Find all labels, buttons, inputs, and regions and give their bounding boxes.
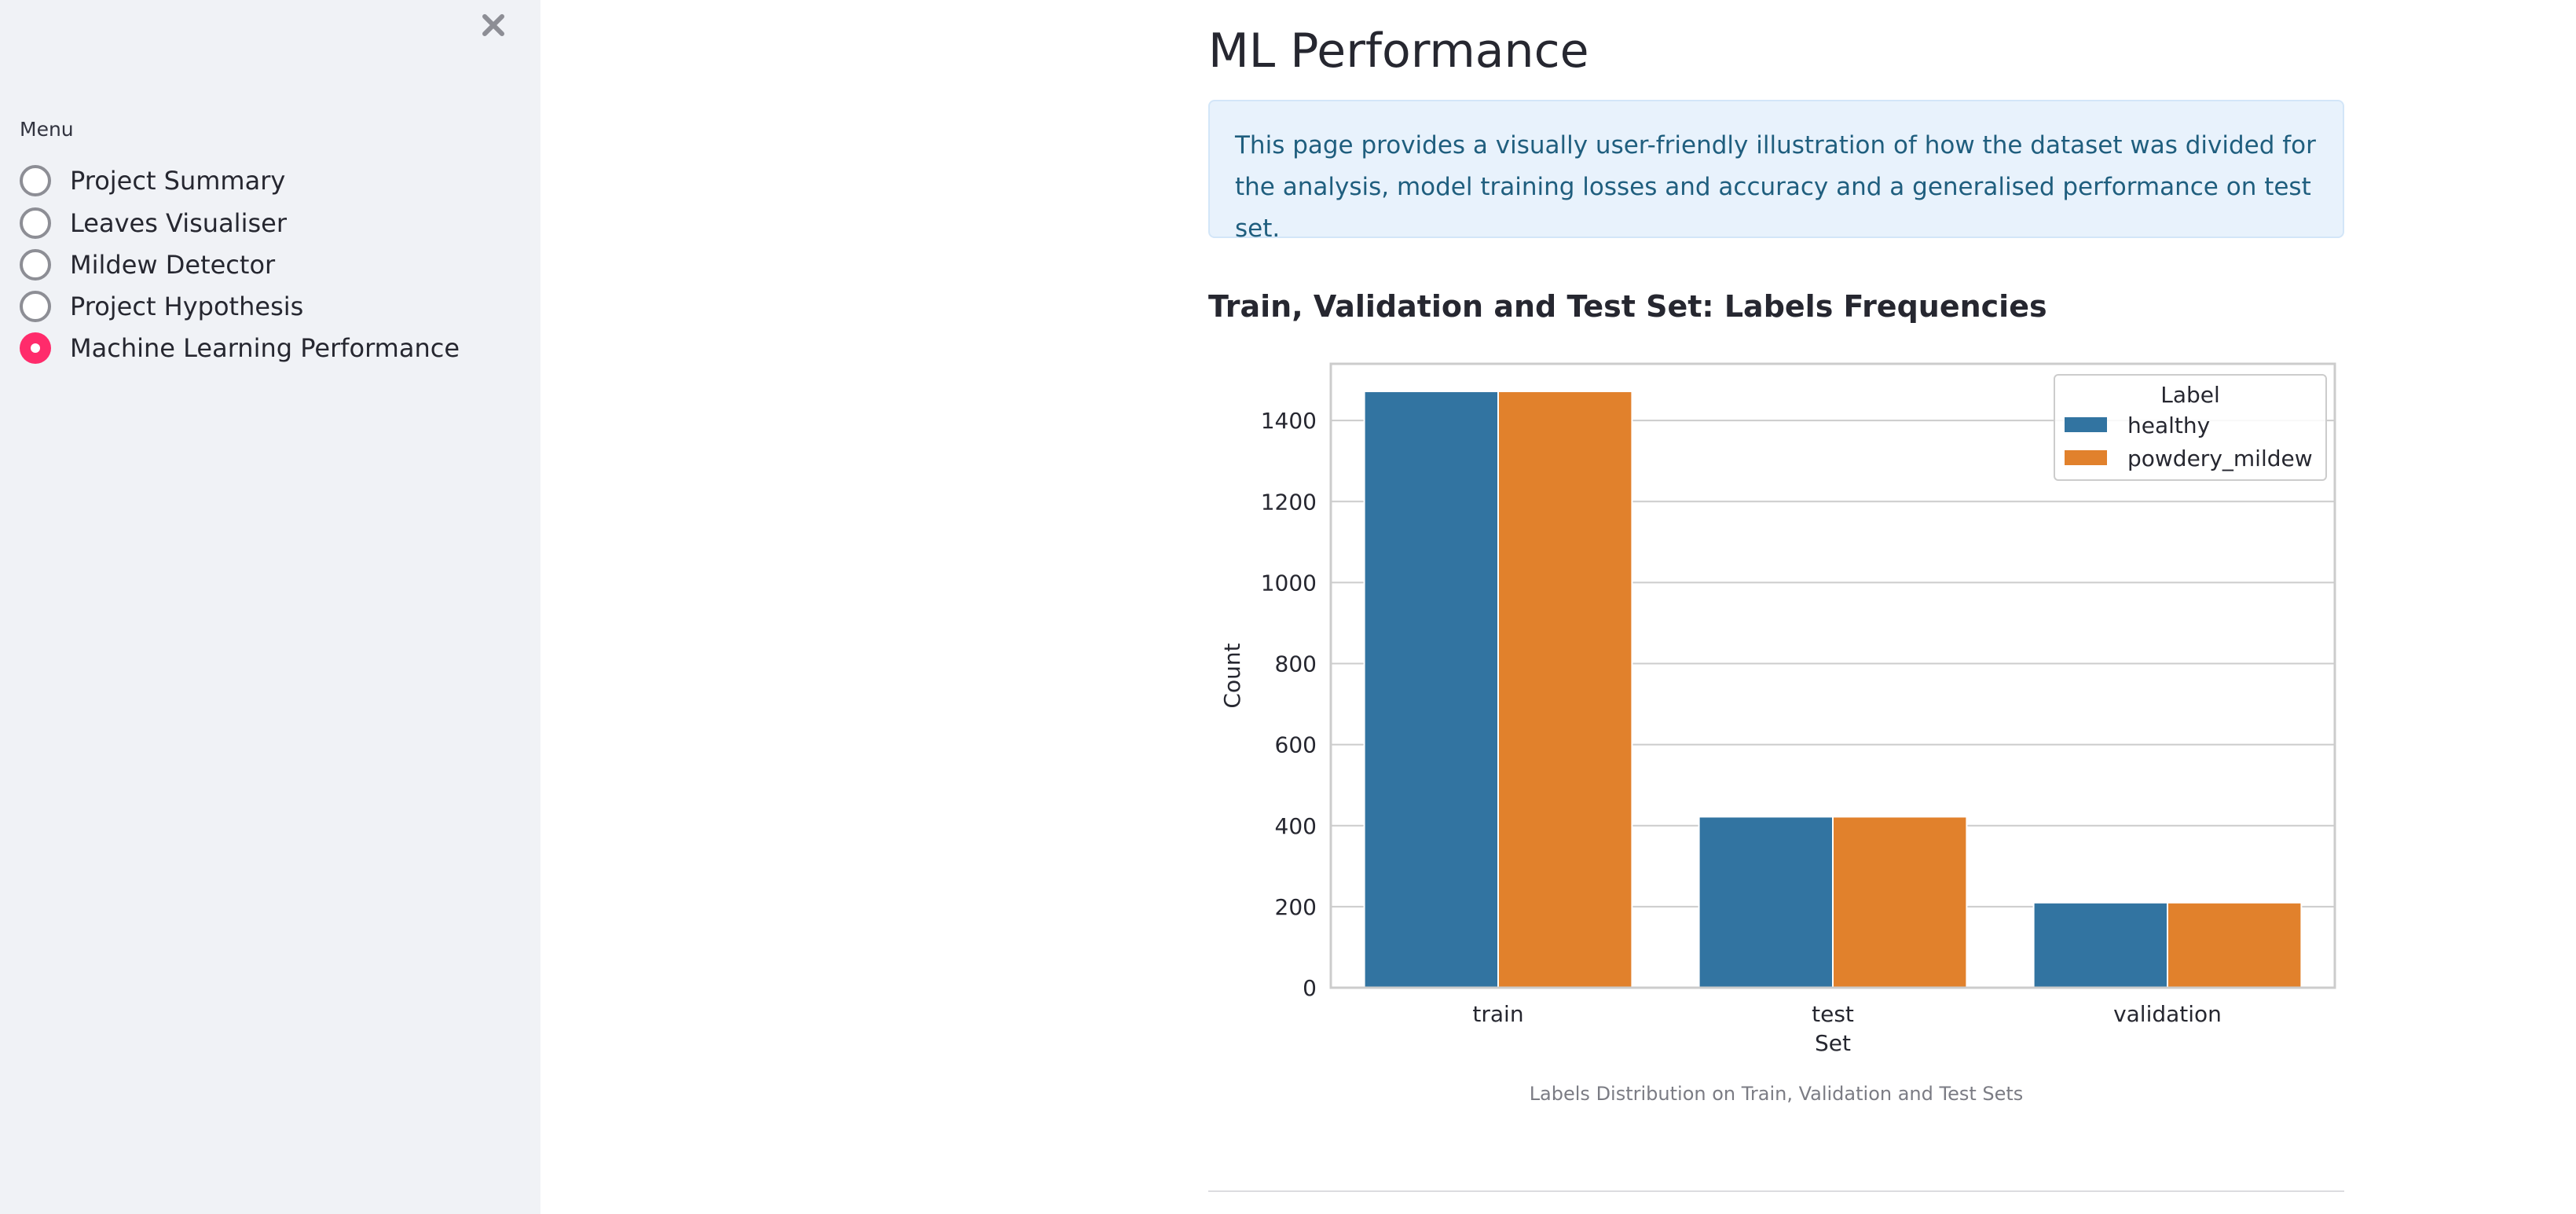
sidebar-item-label: Machine Learning Performance	[70, 333, 460, 363]
y-tick-label: 200	[1275, 894, 1317, 920]
main-content: ML Performance This page provides a visu…	[1208, 0, 2344, 1214]
x-axis-label: Set	[1815, 1030, 1851, 1056]
y-axis-label: Count	[1219, 643, 1245, 708]
sidebar: Menu Project Summary Leaves Visualiser M…	[0, 0, 540, 1214]
sidebar-item-project-hypothesis[interactable]: Project Hypothesis	[20, 288, 303, 325]
section-heading: Train, Validation and Test Set: Labels F…	[1208, 289, 2047, 324]
radio-button-icon[interactable]	[20, 291, 51, 322]
menu-label: Menu	[20, 118, 74, 141]
y-tick-label: 1000	[1261, 570, 1317, 596]
sidebar-item-label: Project Hypothesis	[70, 292, 304, 321]
y-tick-label: 0	[1303, 975, 1317, 1001]
legend-swatch-powdery-mildew	[2065, 450, 2107, 465]
bar-train-healthy	[1363, 391, 1499, 988]
bar-test-healthy	[1698, 816, 1834, 989]
labels-frequency-bar-chart: 0 200 400 600 800 1000 1200 1400 train test valid…	[1219, 362, 2336, 1056]
radio-dot-icon	[31, 343, 40, 353]
sidebar-item-machine-learning-performance[interactable]: Machine Learning Performance	[20, 330, 460, 366]
radio-button-icon[interactable]	[20, 249, 51, 281]
section-divider	[1208, 1190, 2344, 1192]
chart-legend: Label healthy powdery_mildew	[2054, 374, 2327, 481]
y-tick-label: 800	[1275, 651, 1317, 677]
plot-frame	[1329, 362, 2336, 989]
radio-button-selected-icon[interactable]	[20, 332, 51, 364]
x-tick-label: validation	[2113, 1001, 2222, 1027]
sidebar-item-label: Mildew Detector	[70, 250, 276, 280]
y-tick-label: 1400	[1261, 408, 1317, 434]
x-tick-label: train	[1472, 1001, 1523, 1027]
bar-train-powdery-mildew	[1497, 391, 1633, 988]
y-tick-label: 1200	[1261, 489, 1317, 515]
chart-caption: Labels Distribution on Train, Validation…	[1529, 1083, 2024, 1105]
legend-swatch-healthy	[2065, 417, 2107, 432]
legend-title: Label	[2160, 382, 2220, 408]
radio-button-icon[interactable]	[20, 165, 51, 196]
sidebar-item-label: Leaves Visualiser	[70, 208, 287, 238]
bar-validation-healthy	[2032, 901, 2168, 989]
sidebar-item-mildew-detector[interactable]: Mildew Detector	[20, 247, 275, 283]
y-tick-label: 400	[1275, 813, 1317, 839]
sidebar-item-leaves-visualiser[interactable]: Leaves Visualiser	[20, 205, 287, 241]
legend-label-powdery-mildew: powdery_mildew	[2127, 446, 2313, 471]
radio-button-icon[interactable]	[20, 207, 51, 239]
bar-validation-powdery-mildew	[2167, 901, 2303, 989]
info-alert: This page provides a visually user-frien…	[1208, 100, 2344, 243]
legend-label-healthy: healthy	[2127, 413, 2210, 438]
sidebar-item-label: Project Summary	[70, 166, 286, 196]
y-tick-label: 600	[1275, 732, 1317, 758]
info-text: This page provides a visually user-frien…	[1235, 131, 2316, 243]
page-title: ML Performance	[1208, 24, 1589, 79]
close-icon	[482, 14, 504, 36]
x-tick-label: test	[1812, 1001, 1854, 1027]
close-sidebar-button[interactable]	[476, 8, 511, 42]
bar-test-powdery-mildew	[1832, 816, 1968, 989]
legend-box	[2054, 374, 2327, 481]
sidebar-item-project-summary[interactable]: Project Summary	[20, 163, 285, 199]
